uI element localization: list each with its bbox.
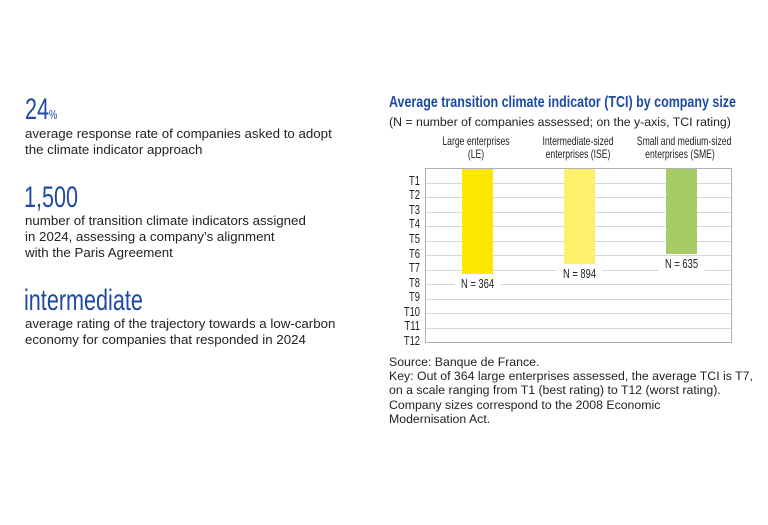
category-label-line: Intermediate-sized [542, 134, 614, 148]
y-tick-label: T7 [409, 261, 420, 275]
chart-subtitle: (N = number of companies assessed; on th… [389, 115, 731, 129]
source-line: Source: Banque de France. [389, 355, 540, 369]
category-label-line: enterprises (SME) [645, 147, 715, 161]
y-axis: T1 T2 T3 T4 T5 T6 T7 T8 T9 T10 T11 T12 [390, 168, 420, 348]
n-label-le: N = 364 [454, 277, 501, 291]
stat-description: number of transition climate indicators … [25, 213, 306, 261]
gridline [426, 299, 731, 300]
stat-description-line: with the Paris Agreement [25, 245, 173, 260]
stat-value: 1,500 [24, 181, 79, 214]
stat-description-line: average response rate of companies asked… [25, 126, 332, 141]
y-tick-label: T3 [409, 203, 420, 217]
stat-value: intermediate [24, 284, 143, 317]
gridline [426, 328, 731, 329]
bar-sme [666, 169, 697, 254]
y-tick-label: T6 [409, 247, 420, 261]
bar-le [462, 169, 493, 274]
key-line: Company sizes correspond to the 2008 Eco… [389, 397, 661, 412]
stat-description-line: economy for companies that responded in … [25, 332, 306, 347]
y-tick-label: T1 [409, 174, 420, 188]
stat-block-average-rating: intermediate [24, 286, 189, 316]
gridline [426, 284, 731, 285]
key-line: on a scale ranging from T1 (best rating)… [389, 383, 721, 398]
stat-description-line: the climate indicator approach [25, 142, 203, 157]
stat-description-line: number of transition climate indicators … [25, 213, 306, 228]
chart-title: Average transition climate indicator (TC… [389, 94, 736, 111]
stat-block-response-rate: 24% [25, 95, 70, 130]
category-label-line: enterprises (ISE) [545, 147, 611, 161]
category-label-line: Small and medium-sized [636, 134, 732, 148]
n-label-sme: N = 635 [658, 257, 705, 271]
category-label-sme: Small and medium-sized enterprises (SME) [636, 134, 732, 161]
y-tick-label: T5 [409, 232, 420, 246]
stat-description: average rating of the trajectory towards… [25, 316, 335, 348]
y-tick-label: T9 [409, 290, 420, 304]
y-tick-label: T12 [403, 334, 420, 348]
n-label-ise: N = 894 [556, 267, 603, 281]
y-tick-label: T8 [409, 276, 420, 290]
stat-description-line: average rating of the trajectory towards… [25, 316, 336, 331]
y-tick-label: T2 [409, 188, 420, 202]
category-label-le: Large enterprises (LE) [440, 135, 512, 161]
key-line: Modernisation Act. [389, 411, 491, 426]
stat-number: 24 [25, 93, 50, 126]
y-tick-label: T11 [404, 319, 420, 333]
stat-value: 24% [25, 95, 57, 130]
category-label-ise: Intermediate-sized enterprises (ISE) [542, 135, 614, 161]
bar-ise [564, 169, 595, 264]
stat-description: average response rate of companies asked… [25, 126, 332, 158]
category-label-line: Large enterprises [442, 134, 510, 148]
stat-block-indicator-count: 1,500 [24, 183, 99, 213]
y-tick-label: T10 [403, 305, 420, 319]
key-line: Key: Out of 364 large enterprises assess… [389, 369, 753, 384]
plot-area: N = 364 N = 894 N = 635 [425, 168, 732, 343]
stat-unit: % [49, 107, 58, 122]
chart-source-notes: Source: Banque de France. Key: Out of 36… [389, 355, 753, 426]
stat-description-line: in 2024, assessing a company’s alignment [25, 229, 275, 244]
gridline [426, 313, 731, 314]
category-label-line: (LE) [467, 147, 485, 161]
y-tick-label: T4 [409, 217, 420, 231]
